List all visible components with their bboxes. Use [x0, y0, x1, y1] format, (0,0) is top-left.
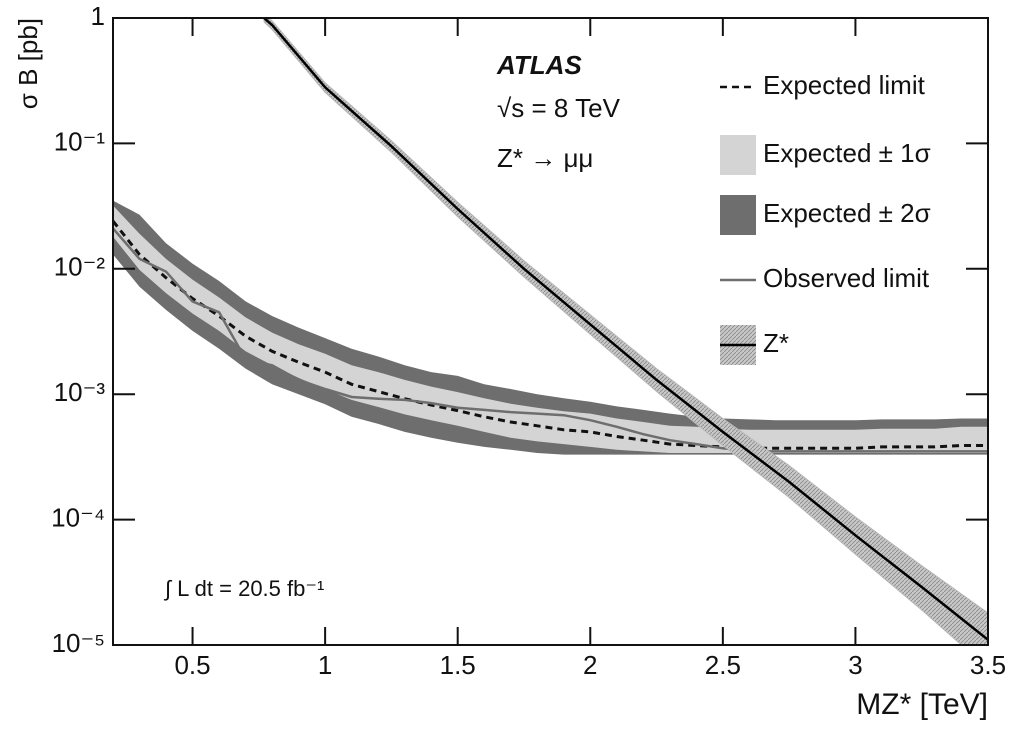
x-tick-label: 0.5	[174, 650, 210, 680]
x-axis-label: MZ* [TeV]	[856, 688, 988, 721]
legend-label: Observed limit	[763, 263, 930, 293]
legend-label: Expected ± 2σ	[763, 198, 931, 228]
x-tick-label: 2.5	[705, 650, 741, 680]
y-tick-label: 10⁻⁴	[51, 502, 105, 532]
legend-label: Expected ± 1σ	[763, 138, 931, 168]
band	[113, 205, 988, 453]
line	[113, 227, 988, 453]
x-tick-label: 3.5	[970, 650, 1006, 680]
plot-frame	[112, 17, 989, 646]
legend-swatch	[720, 135, 756, 175]
annotation: ATLAS	[496, 50, 582, 80]
legend: Expected limit Expected ± 1σ Expected ± 2σ…	[720, 70, 931, 365]
theory-band	[263, 18, 988, 645]
line	[263, 18, 988, 641]
annotation: ∫ L dt = 20.5 fb⁻¹	[163, 576, 324, 601]
x-tick-label: 1.5	[440, 650, 476, 680]
legend-label: Expected limit	[763, 70, 926, 100]
legend-swatch	[720, 195, 756, 235]
line	[113, 220, 988, 450]
y-tick-label: 10⁻¹	[54, 126, 106, 156]
annotation: √s = 8 TeV	[497, 93, 621, 123]
y-tick-label: 10⁻⁵	[52, 628, 105, 658]
x-tick-label: 3	[848, 650, 862, 680]
legend-label: Z*	[763, 328, 789, 358]
x-tick-label: 1	[318, 650, 332, 680]
y-axis-label: σ B [pb]	[13, 18, 43, 109]
y-tick-label: 10⁻³	[54, 377, 106, 407]
y-tick-label: 1	[91, 1, 105, 31]
annotation: Z* → μμ	[497, 143, 593, 173]
plot-area	[113, 18, 988, 645]
x-tick-label: 2	[583, 650, 597, 680]
y-tick-label: 10⁻²	[54, 252, 106, 282]
